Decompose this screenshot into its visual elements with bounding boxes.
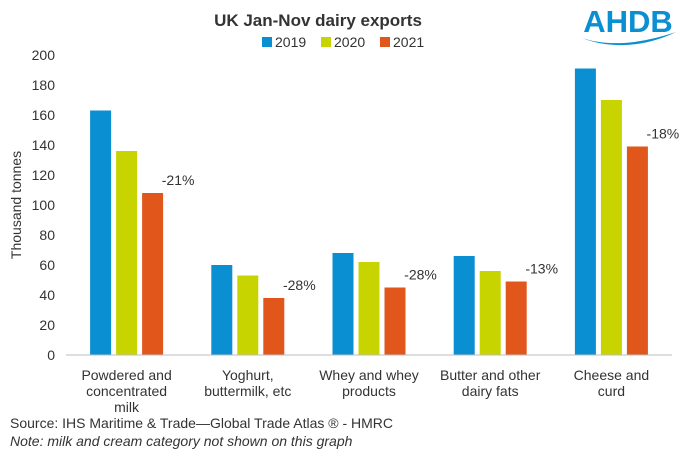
bar-2019 xyxy=(332,253,354,355)
change-label: -13% xyxy=(525,261,558,277)
bars xyxy=(90,68,648,355)
x-axis: Powdered and concentrated milk Yoghurt, butt… xyxy=(81,367,649,415)
x-tick-label: Butter and other dairy fats xyxy=(440,367,541,399)
change-label: -28% xyxy=(404,267,437,283)
y-tick-label: 0 xyxy=(47,347,55,363)
bar-2020 xyxy=(116,151,138,355)
x-tick-label: Cheese and curd xyxy=(574,367,650,399)
bar-2019 xyxy=(453,256,475,355)
bar-2020 xyxy=(479,271,501,355)
legend: 2019 2020 2021 xyxy=(262,34,424,50)
chart-title: UK Jan-Nov dairy exports xyxy=(214,11,422,30)
x-tick-label: Yoghurt, buttermilk, etc xyxy=(204,367,291,399)
y-tick-label: 60 xyxy=(39,257,55,273)
bar-2021 xyxy=(384,287,406,355)
bar-2020 xyxy=(237,275,259,355)
legend-swatch xyxy=(262,37,272,47)
annotations: -21% -28% -28% -13% -18% xyxy=(162,126,679,294)
y-tick-label: 180 xyxy=(32,77,56,93)
bar-2020 xyxy=(600,100,622,355)
legend-swatch xyxy=(380,37,390,47)
bar-2019 xyxy=(211,265,233,355)
legend-swatch xyxy=(321,37,331,47)
y-tick-label: 100 xyxy=(32,197,56,213)
bar-2020 xyxy=(358,262,380,355)
y-tick-label: 120 xyxy=(32,167,56,183)
y-axis: 0 20 40 60 80 100 120 140 160 180 200 xyxy=(32,47,56,363)
bar-2019 xyxy=(574,68,596,355)
logo-swoosh-icon xyxy=(582,32,676,46)
source-note: Source: IHS Maritime & Trade—Global Trad… xyxy=(10,415,393,431)
y-tick-label: 80 xyxy=(39,227,55,243)
change-label: -28% xyxy=(283,277,316,293)
legend-label: 2019 xyxy=(275,34,306,50)
logo-text: AHDB xyxy=(583,4,673,39)
bar-2021 xyxy=(142,193,164,355)
bar-2019 xyxy=(90,110,112,355)
legend-label: 2020 xyxy=(334,34,365,50)
x-tick-label: Whey and whey products xyxy=(319,367,419,399)
y-tick-label: 160 xyxy=(32,107,56,123)
ahdb-logo: AHDB xyxy=(576,2,680,46)
change-label: -21% xyxy=(162,172,195,188)
y-tick-label: 200 xyxy=(32,47,56,63)
graph-note: Note: milk and cream category not shown … xyxy=(10,433,353,449)
change-label: -18% xyxy=(647,126,680,142)
bar-2021 xyxy=(626,146,648,355)
bar-2021 xyxy=(263,298,285,355)
y-tick-label: 140 xyxy=(32,137,56,153)
y-tick-label: 20 xyxy=(39,317,55,333)
bar-2021 xyxy=(505,281,527,355)
legend-label: 2021 xyxy=(393,34,424,50)
y-axis-label: Thousand tonnes xyxy=(8,151,24,259)
y-tick-label: 40 xyxy=(39,287,55,303)
x-tick-label: Powdered and concentrated milk xyxy=(81,367,171,415)
